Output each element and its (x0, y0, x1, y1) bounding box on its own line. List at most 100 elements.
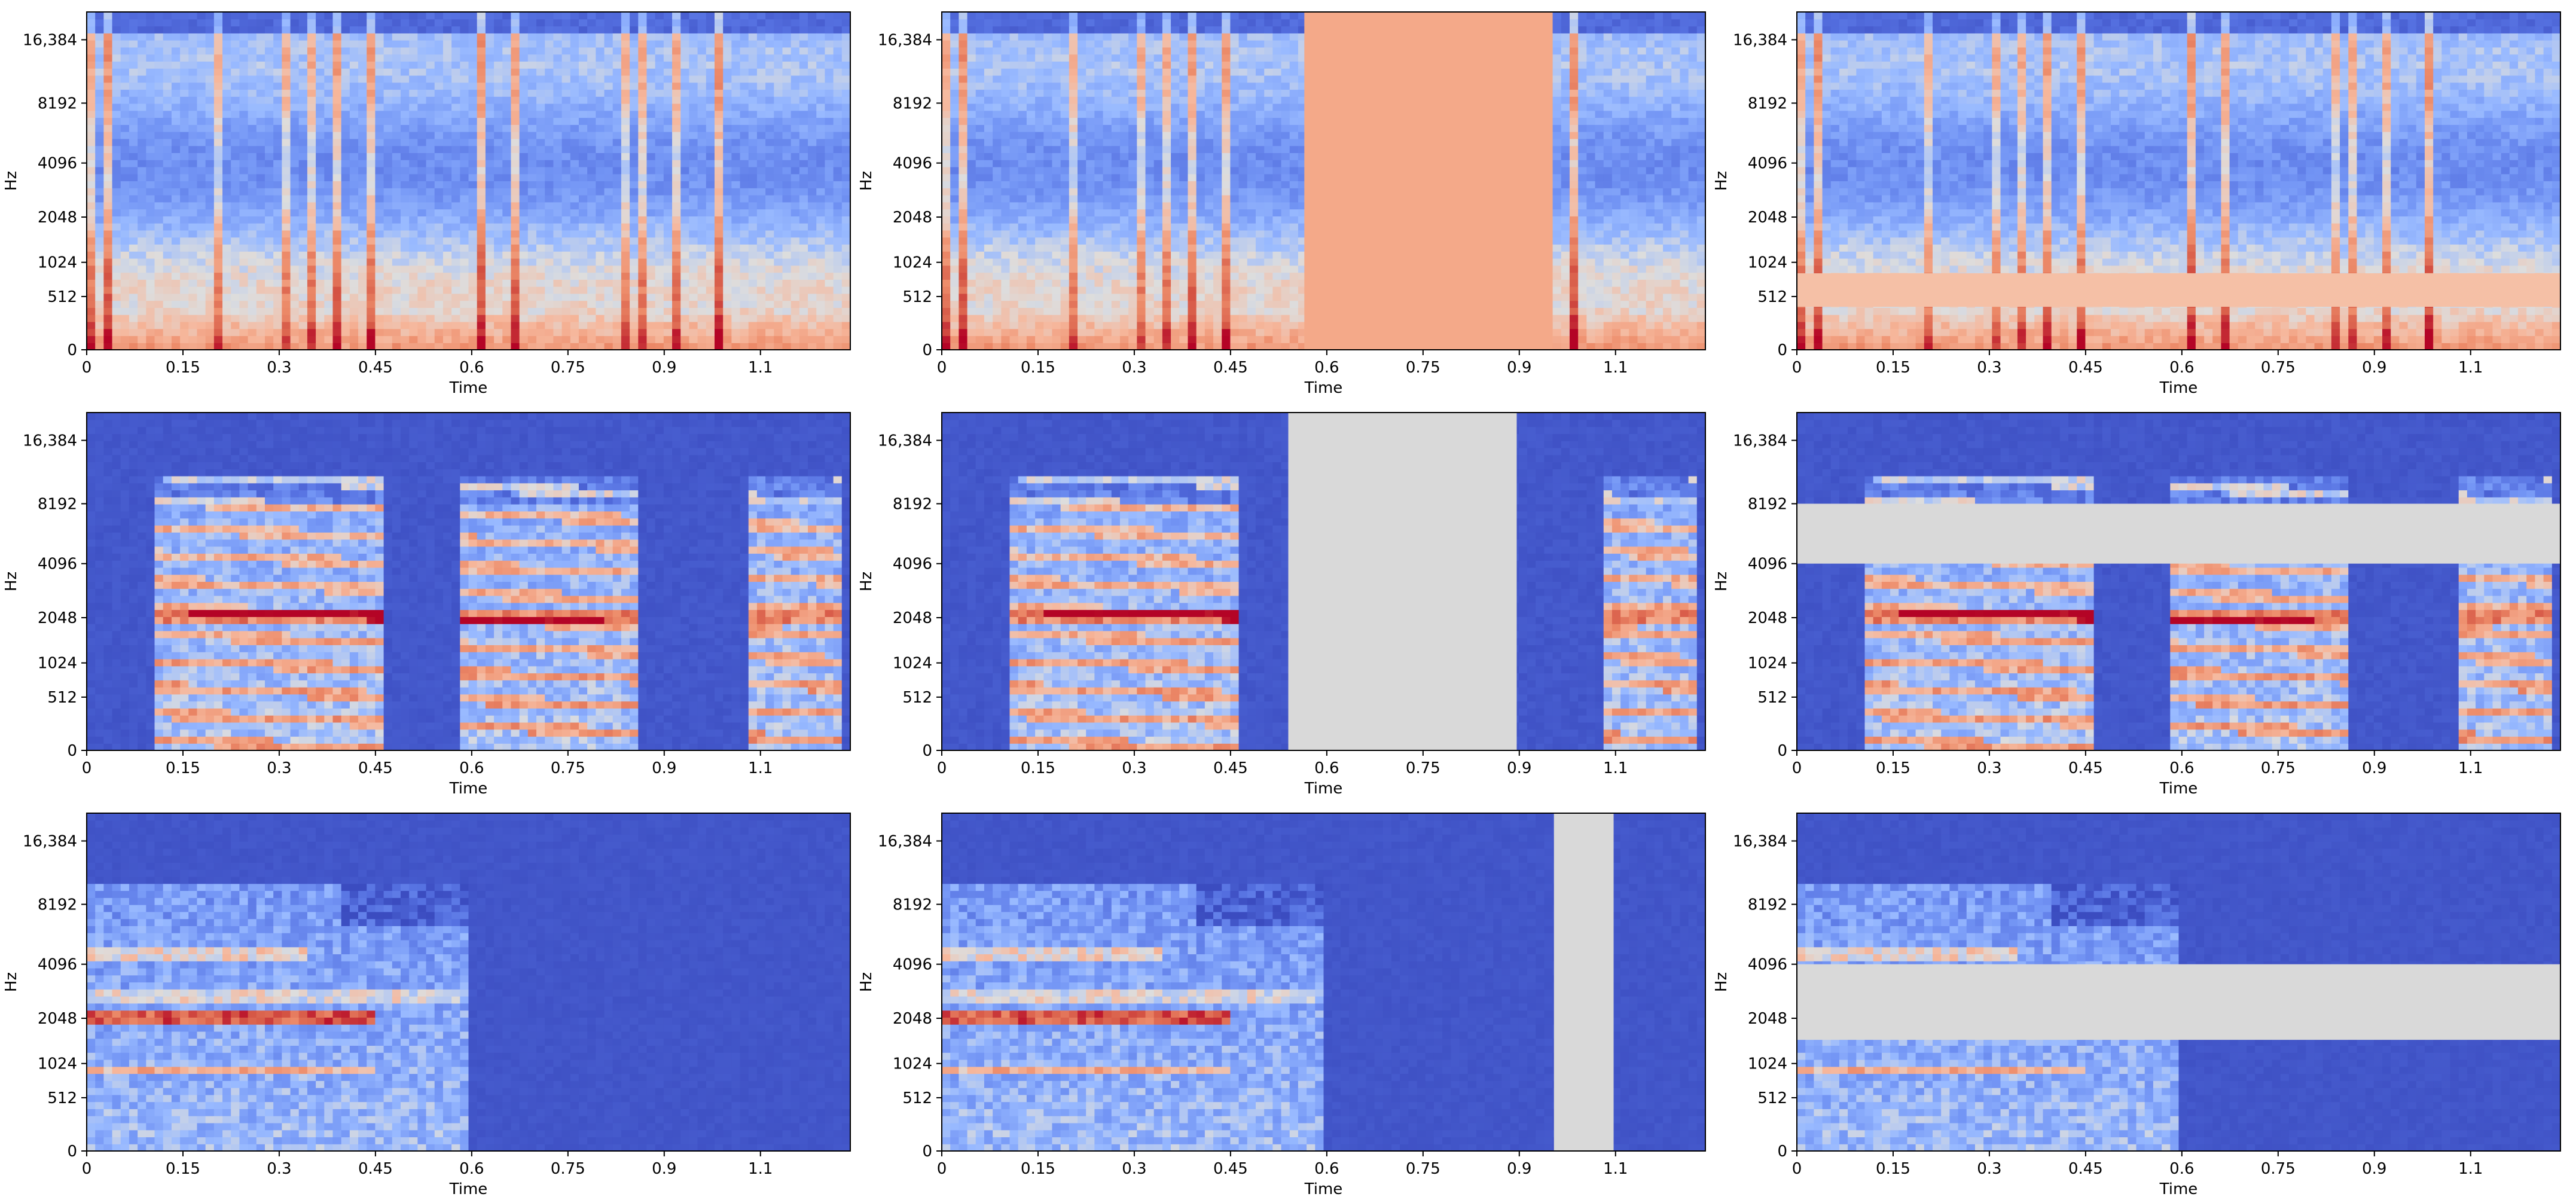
spectrogram-cell (545, 307, 554, 315)
spectrogram-cell (129, 321, 138, 329)
spectrogram-cell (442, 272, 452, 280)
spectrogram-cell (841, 343, 850, 350)
spectrogram-cell (697, 166, 707, 175)
spectrogram-cell (95, 223, 104, 231)
spectrogram-cell (213, 96, 223, 104)
spectrogram-cell (171, 75, 181, 83)
spectrogram-cell (112, 117, 121, 125)
spectrogram-cell (587, 201, 596, 210)
spectrogram-cell (197, 237, 206, 245)
spectrogram-cell (426, 160, 435, 167)
spectrogram-cell (180, 201, 189, 210)
spectrogram-cell (248, 188, 257, 196)
spectrogram-cell (731, 244, 741, 252)
spectrogram-cell (993, 272, 1002, 280)
spectrogram-cell (171, 117, 181, 125)
spectrogram-cell (451, 68, 460, 76)
spectrogram-cell (782, 61, 792, 69)
spectrogram-cell (756, 307, 766, 315)
spectrogram-cell (451, 188, 460, 196)
spectrogram-cell (468, 89, 478, 97)
spectrogram-cell (596, 265, 605, 273)
spectrogram-cell (646, 40, 656, 48)
spectrogram-cell (511, 40, 520, 48)
spectrogram-cell (596, 132, 605, 139)
spectrogram-cell (714, 223, 724, 231)
spectrogram-cell (748, 223, 758, 231)
spectrogram-cell (375, 343, 384, 350)
spectrogram-cell (154, 145, 164, 154)
spectrogram-cell (808, 293, 817, 301)
spectrogram-cell (103, 201, 113, 210)
spectrogram-cell (680, 145, 690, 154)
spectrogram-cell (799, 223, 808, 231)
spectrogram-cell (1035, 40, 1044, 48)
spectrogram-cell (782, 216, 792, 224)
spectrogram-cell (808, 321, 817, 329)
spectrogram-cell (95, 152, 104, 160)
spectrogram-cell (213, 223, 223, 231)
spectrogram-cell (256, 209, 265, 216)
spectrogram-cell (950, 188, 959, 196)
spectrogram-cell (1026, 230, 1036, 238)
spectrogram-cell (426, 82, 435, 90)
spectrogram-cell (222, 300, 231, 308)
spectrogram-cell (706, 173, 715, 182)
spectrogram-cell (146, 138, 155, 146)
spectrogram-cell (1009, 315, 1019, 322)
spectrogram-cell (120, 216, 130, 224)
spectrogram-cell (197, 47, 206, 55)
spectrogram-cell (485, 47, 495, 55)
spectrogram-cell (442, 117, 452, 125)
spectrogram-cell (833, 188, 843, 196)
spectrogram-cell (967, 201, 976, 210)
spectrogram-cell (468, 293, 478, 301)
spectrogram-cell (375, 328, 384, 337)
spectrogram-cell (188, 195, 198, 203)
spectrogram-cell (527, 343, 537, 350)
spectrogram-cell (731, 307, 741, 315)
spectrogram-cell (672, 33, 681, 41)
spectrogram-cell (612, 96, 622, 104)
spectrogram-cell (349, 110, 359, 118)
spectrogram-cell (561, 300, 571, 308)
spectrogram-cell (756, 195, 766, 203)
spectrogram-cell (494, 328, 503, 337)
spectrogram-cell (434, 103, 444, 111)
spectrogram-cell (689, 19, 698, 27)
spectrogram-cell (307, 244, 316, 252)
spectrogram-cell (367, 321, 376, 329)
spectrogram-cell (527, 315, 537, 322)
spectrogram-cell (248, 132, 257, 139)
spectrogram-cell (672, 265, 681, 273)
spectrogram-cell (264, 132, 274, 139)
spectrogram-cell (307, 19, 316, 27)
spectrogram-cell (188, 188, 198, 196)
spectrogram-cell (375, 117, 384, 125)
spectrogram-cell (519, 209, 529, 216)
spectrogram-cell (434, 68, 444, 76)
spectrogram-cell (400, 216, 410, 224)
spectrogram-cell (205, 293, 215, 301)
spectrogram-cell (494, 75, 503, 83)
spectrogram-cell (442, 47, 452, 55)
spectrogram-cell (630, 328, 639, 337)
spectrogram-cell (706, 181, 715, 188)
spectrogram-cell (264, 75, 274, 83)
spectrogram-cell (442, 12, 452, 20)
spectrogram-cell (468, 173, 478, 182)
spectrogram-cell (587, 195, 596, 203)
spectrogram-cell (205, 132, 215, 139)
spectrogram-cell (213, 201, 223, 210)
spectrogram-cell (358, 315, 367, 322)
spectrogram-cell (95, 145, 104, 154)
spectrogram-cell (790, 216, 800, 224)
spectrogram-cell (103, 89, 113, 97)
spectrogram-cell (231, 209, 240, 216)
spectrogram-cell (197, 89, 206, 97)
spectrogram-cell (612, 293, 622, 301)
spectrogram-cell (587, 230, 596, 238)
spectrogram-cell (967, 188, 976, 196)
spectrogram-cell (138, 307, 146, 315)
spectrogram-cell (112, 166, 121, 175)
